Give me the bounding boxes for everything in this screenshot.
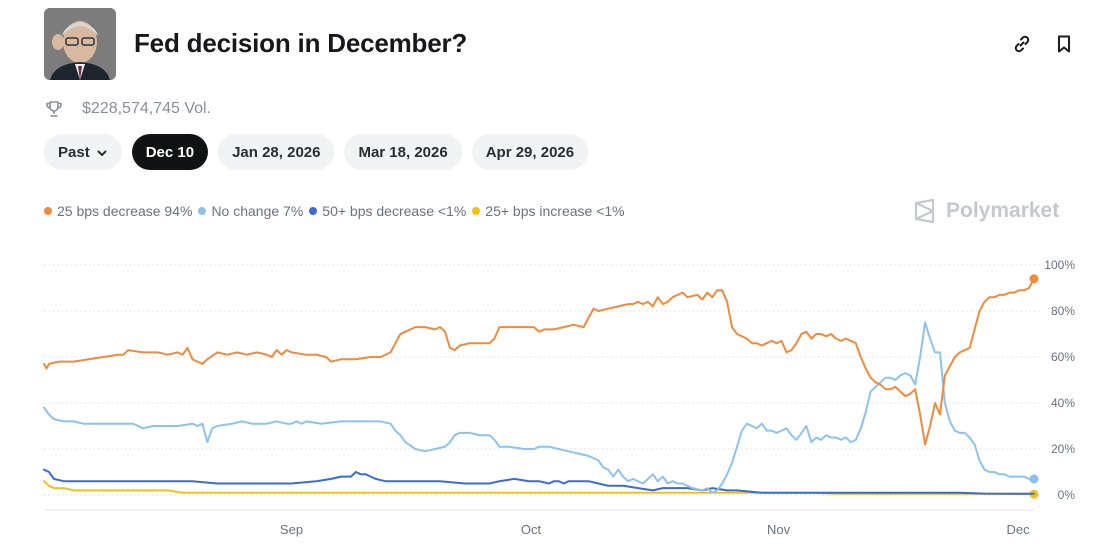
legend-label: 50+ bps decrease <1% (322, 203, 467, 219)
legend-item-50bps-decrease[interactable]: 50+ bps decrease <1% (309, 203, 466, 219)
y-tick-label: 0% (1058, 488, 1076, 502)
y-tick-label: 40% (1051, 396, 1075, 410)
legend-label: No change 7% (211, 203, 304, 219)
tab-apr-29-label: Apr 29, 2026 (485, 143, 575, 161)
x-tick-label: Nov (767, 522, 791, 537)
tab-dec-10-label: Dec 10 (145, 143, 195, 161)
trophy-icon (44, 99, 64, 119)
link-icon[interactable] (1012, 34, 1032, 54)
tab-apr-29-2026[interactable]: Apr 29, 2026 (471, 134, 589, 170)
series-line-25-bps-decrease (43, 277, 1035, 446)
chevron-down-icon (96, 146, 108, 158)
date-tabs: Past Dec 10 Jan 28, 2026 Mar 18, 2026 Ap… (44, 134, 589, 170)
tab-dec-10[interactable]: Dec 10 (131, 134, 209, 170)
tab-past[interactable]: Past (44, 134, 122, 170)
legend-dot (44, 207, 52, 215)
tab-jan-28-2026[interactable]: Jan 28, 2026 (218, 134, 335, 170)
tab-past-label: Past (58, 143, 90, 161)
bookmark-icon[interactable] (1054, 34, 1074, 54)
legend-dot (309, 207, 318, 215)
legend-item-no-change[interactable]: No change 7% (198, 203, 303, 219)
legend-label: 25+ bps increase <1% (485, 203, 625, 219)
series-end-marker (1029, 474, 1039, 484)
series-end-marker (1029, 274, 1039, 284)
y-tick-label: 80% (1051, 304, 1075, 318)
y-tick-label: 20% (1051, 442, 1075, 456)
series-line-50-bps-decrease (43, 468, 1035, 495)
market-avatar (44, 8, 116, 80)
polymarket-logo-icon (914, 198, 935, 224)
legend-dot (198, 207, 207, 215)
tab-mar-18-2026[interactable]: Mar 18, 2026 (344, 134, 462, 170)
x-tick-label: Dec (1006, 522, 1030, 537)
series-line-25-bps-increase (43, 480, 1035, 496)
probability-chart[interactable]: 100% 80% 60% 40% 20% 0% Sep Oct Nov Dec (0, 248, 1113, 547)
legend-item-25bps-decrease[interactable]: 25 bps decrease 94% (44, 203, 192, 219)
polymarket-wordmark: Polymarket (946, 199, 1060, 222)
x-tick-label: Sep (280, 522, 303, 537)
market-header: Fed decision in December? (44, 8, 1084, 80)
tab-mar-18-label: Mar 18, 2026 (358, 143, 448, 161)
x-tick-label: Oct (521, 522, 542, 537)
legend-dot (472, 207, 481, 215)
y-tick-label: 100% (1044, 258, 1075, 272)
volume-row: $228,574,745 Vol. (44, 98, 211, 120)
market-title: Fed decision in December? (134, 28, 468, 58)
tab-jan-28-label: Jan 28, 2026 (232, 143, 321, 161)
series-line-no-change (43, 321, 1035, 494)
chart-legend: 25 bps decrease 94% No change 7% 50+ bps… (44, 202, 631, 220)
legend-label: 25 bps decrease 94% (57, 203, 193, 219)
polymarket-logo: Polymarket (912, 196, 1059, 226)
legend-item-25bps-increase[interactable]: 25+ bps increase <1% (472, 203, 625, 219)
volume-text: $228,574,745 Vol. (82, 100, 212, 117)
y-tick-label: 60% (1051, 350, 1075, 364)
